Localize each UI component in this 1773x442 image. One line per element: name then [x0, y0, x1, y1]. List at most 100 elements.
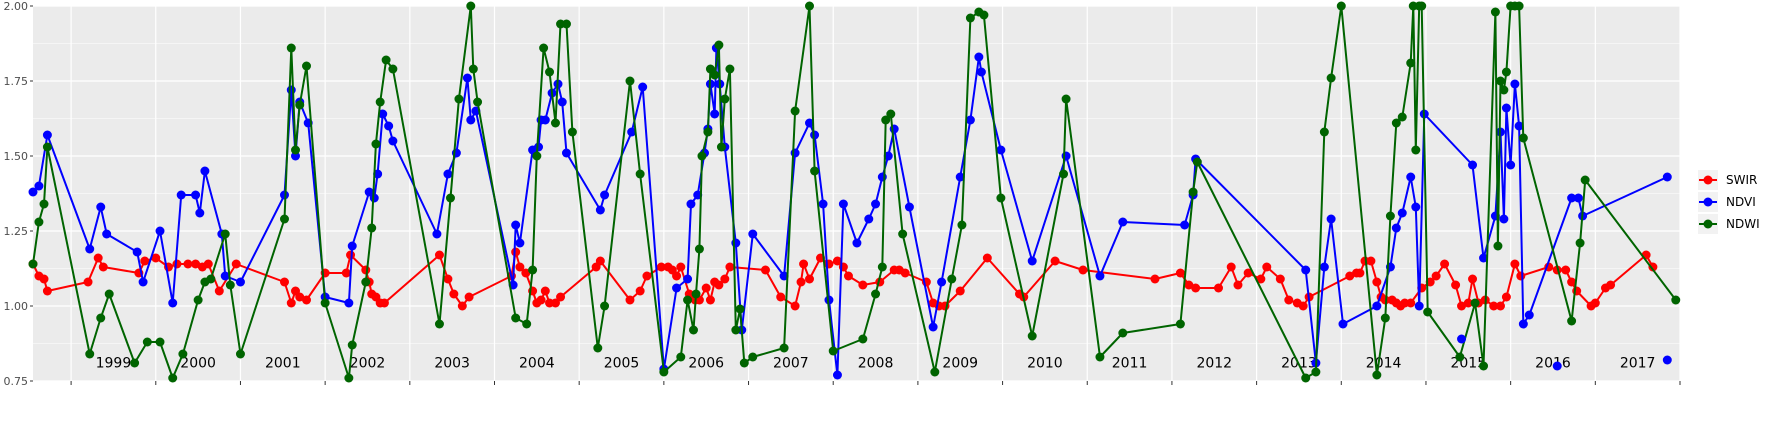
data-point-ndwi — [965, 13, 975, 23]
data-point-ndwi — [691, 289, 701, 299]
y-tick-label: 1.50 — [4, 150, 29, 163]
data-point-swir — [457, 301, 467, 311]
data-point-ndwi — [703, 127, 713, 137]
data-point-swir — [1184, 280, 1194, 290]
data-point-ndvi — [1510, 79, 1520, 89]
data-point-ndwi — [1490, 7, 1500, 17]
data-point-ndwi — [1372, 370, 1382, 380]
data-point-ndvi — [176, 190, 186, 200]
year-label: 2006 — [688, 356, 724, 372]
data-point-ndvi — [805, 118, 815, 128]
data-point-swir — [521, 268, 531, 278]
data-point-ndvi — [1301, 265, 1311, 275]
data-point-ndwi — [454, 94, 464, 104]
data-point-swir — [1406, 298, 1416, 308]
year-label: 2007 — [773, 356, 809, 372]
data-point-ndwi — [1391, 118, 1401, 128]
data-point-ndwi — [1417, 1, 1427, 11]
data-point-ndwi — [871, 289, 881, 299]
data-point-ndwi — [739, 358, 749, 368]
data-point-swir — [805, 274, 815, 284]
data-point-ndvi — [1397, 208, 1407, 218]
data-point-ndvi — [731, 238, 741, 248]
data-point-swir — [1050, 256, 1060, 266]
data-point-ndvi — [683, 274, 693, 284]
data-point-swir — [341, 268, 351, 278]
data-point-swir — [672, 271, 682, 281]
data-point-swir — [286, 298, 296, 308]
legend-label: SWIR — [1726, 173, 1757, 187]
data-point-ndwi — [168, 373, 178, 383]
data-point-swir — [843, 271, 853, 281]
data-point-ndvi — [511, 220, 521, 230]
data-point-swir — [540, 286, 550, 296]
data-point-swir — [642, 271, 652, 281]
data-point-swir — [790, 301, 800, 311]
data-point-ndvi — [1499, 214, 1509, 224]
data-point-ndwi — [979, 10, 989, 20]
data-point-ndvi — [1326, 214, 1336, 224]
data-point-swir — [1463, 298, 1473, 308]
data-point-ndvi — [85, 244, 95, 254]
data-point-ndvi — [600, 190, 610, 200]
data-point-swir — [1648, 262, 1658, 272]
data-point-swir — [279, 277, 289, 287]
series-line-ndvi — [32, 47, 1668, 376]
data-point-ndwi — [1118, 328, 1128, 338]
data-point-ndwi — [1470, 298, 1480, 308]
year-label: 2001 — [265, 356, 301, 372]
data-point-ndwi — [697, 151, 707, 161]
data-point-swir — [625, 295, 635, 305]
data-point-ndvi — [1095, 271, 1105, 281]
data-point-ndwi — [39, 199, 49, 209]
data-point-ndwi — [1095, 352, 1105, 362]
data-point-ndwi — [957, 220, 967, 230]
data-point-ndwi — [694, 244, 704, 254]
data-point-swir — [295, 292, 305, 302]
data-point-ndvi — [1662, 355, 1672, 365]
data-point-ndvi — [672, 283, 682, 293]
data-point-ndvi — [686, 199, 696, 209]
data-point-ndwi — [539, 43, 549, 53]
data-point-swir — [1468, 274, 1478, 284]
data-point-ndwi — [858, 334, 868, 344]
data-point-ndwi — [1397, 112, 1407, 122]
data-point-ndwi — [466, 1, 476, 11]
data-point-swir — [302, 295, 312, 305]
data-point-ndwi — [220, 229, 230, 239]
data-point-ndwi — [468, 64, 478, 74]
data-point-swir — [1355, 268, 1365, 278]
data-point-ndvi — [155, 226, 165, 236]
data-point-ndwi — [1567, 316, 1577, 326]
data-point-ndwi — [42, 142, 52, 152]
data-point-ndwi — [142, 337, 152, 347]
data-point-swir — [720, 274, 730, 284]
data-point-ndvi — [369, 193, 379, 203]
data-point-swir — [536, 295, 546, 305]
data-point-swir — [556, 292, 566, 302]
year-label: 2004 — [519, 356, 555, 372]
data-point-ndwi — [625, 76, 635, 86]
data-point-ndvi — [388, 136, 398, 146]
data-point-swir — [550, 298, 560, 308]
data-point-ndwi — [302, 61, 312, 71]
data-point-swir — [701, 283, 711, 293]
data-point-ndwi — [1518, 133, 1528, 143]
data-point-ndvi — [1514, 121, 1524, 131]
year-label: 1999 — [96, 356, 132, 372]
data-point-ndvi — [818, 199, 828, 209]
data-point-ndvi — [1027, 256, 1037, 266]
data-point-ndwi — [473, 97, 483, 107]
data-point-ndvi — [168, 298, 178, 308]
data-point-ndvi — [1524, 310, 1534, 320]
data-point-swir — [140, 256, 150, 266]
data-point-ndwi — [178, 349, 188, 359]
data-point-ndvi — [96, 202, 106, 212]
data-point-ndvi — [466, 115, 476, 125]
data-point-ndwi — [528, 265, 538, 275]
data-point-ndwi — [104, 289, 114, 299]
y-tick-label: 2.00 — [4, 0, 29, 13]
data-point-swir — [982, 253, 992, 263]
data-point-ndvi — [928, 322, 938, 332]
series-ndvi — [28, 43, 1672, 380]
